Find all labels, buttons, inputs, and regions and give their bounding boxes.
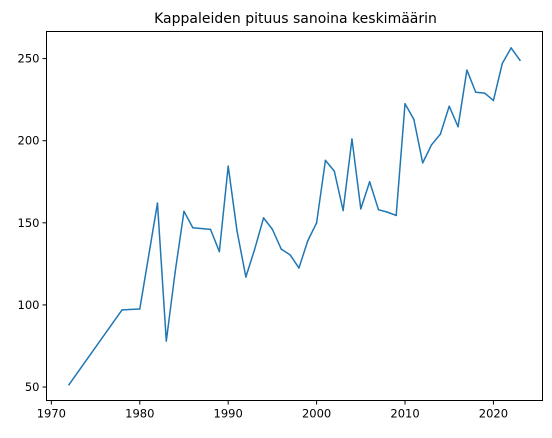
y-tick-label: 100 (18, 298, 40, 312)
x-tick-label: 1990 (214, 407, 243, 421)
data-point (439, 133, 442, 135)
x-tick-label: 1970 (37, 407, 66, 421)
data-point (421, 162, 424, 164)
data-point (253, 248, 256, 250)
data-point (368, 181, 371, 183)
data-point (404, 103, 406, 105)
y-tick-label: 250 (18, 52, 40, 66)
data-point (227, 165, 229, 167)
data-point (121, 309, 123, 311)
x-tick-label: 2020 (479, 407, 508, 421)
data-point (457, 125, 459, 128)
series-line (68, 47, 521, 386)
data-point (448, 105, 450, 107)
data-point (156, 202, 159, 204)
data-point (218, 250, 221, 253)
data-point (377, 208, 380, 211)
data-point (271, 228, 274, 231)
y-tick-label: 50 (25, 380, 40, 394)
data-point (351, 138, 353, 140)
data-point (492, 99, 495, 102)
data-point (289, 254, 291, 256)
y-tick-label: 150 (18, 216, 40, 230)
data-point (307, 240, 309, 242)
data-point (483, 92, 486, 94)
data-point (183, 210, 185, 213)
data-point (360, 208, 362, 210)
data-point (315, 222, 318, 224)
chart-title: Kappaleiden pituus sanoina keskimäärin (154, 11, 437, 27)
data-point (501, 62, 504, 65)
data-point (262, 217, 265, 219)
data-point (192, 226, 194, 229)
data-point (165, 340, 168, 342)
data-point (236, 230, 238, 232)
data-point (386, 211, 389, 213)
data-point (174, 271, 176, 273)
data-point (342, 209, 344, 212)
data-point (519, 59, 521, 61)
series-layer (68, 47, 521, 386)
data-point (245, 276, 247, 278)
x-tick-label: 2010 (390, 407, 419, 421)
data-point (324, 159, 327, 162)
data-point (430, 144, 433, 146)
data-point (298, 267, 300, 269)
data-point (413, 118, 415, 121)
y-tick-label: 200 (18, 134, 40, 148)
data-point (510, 47, 512, 49)
x-axis: 1970 1980 1990 2000 2010 2020 (37, 400, 508, 421)
y-axis: 50 100 150 200 250 (18, 52, 47, 394)
data-point (333, 170, 336, 172)
data-point (68, 383, 70, 386)
data-point (466, 69, 468, 71)
data-point (139, 308, 141, 310)
data-point (474, 91, 477, 94)
data-point (209, 228, 212, 231)
x-tick-label: 1980 (125, 407, 154, 421)
plot-frame (46, 31, 543, 401)
x-tick-label: 2000 (302, 407, 331, 421)
data-point (395, 214, 397, 217)
data-point (280, 248, 282, 250)
